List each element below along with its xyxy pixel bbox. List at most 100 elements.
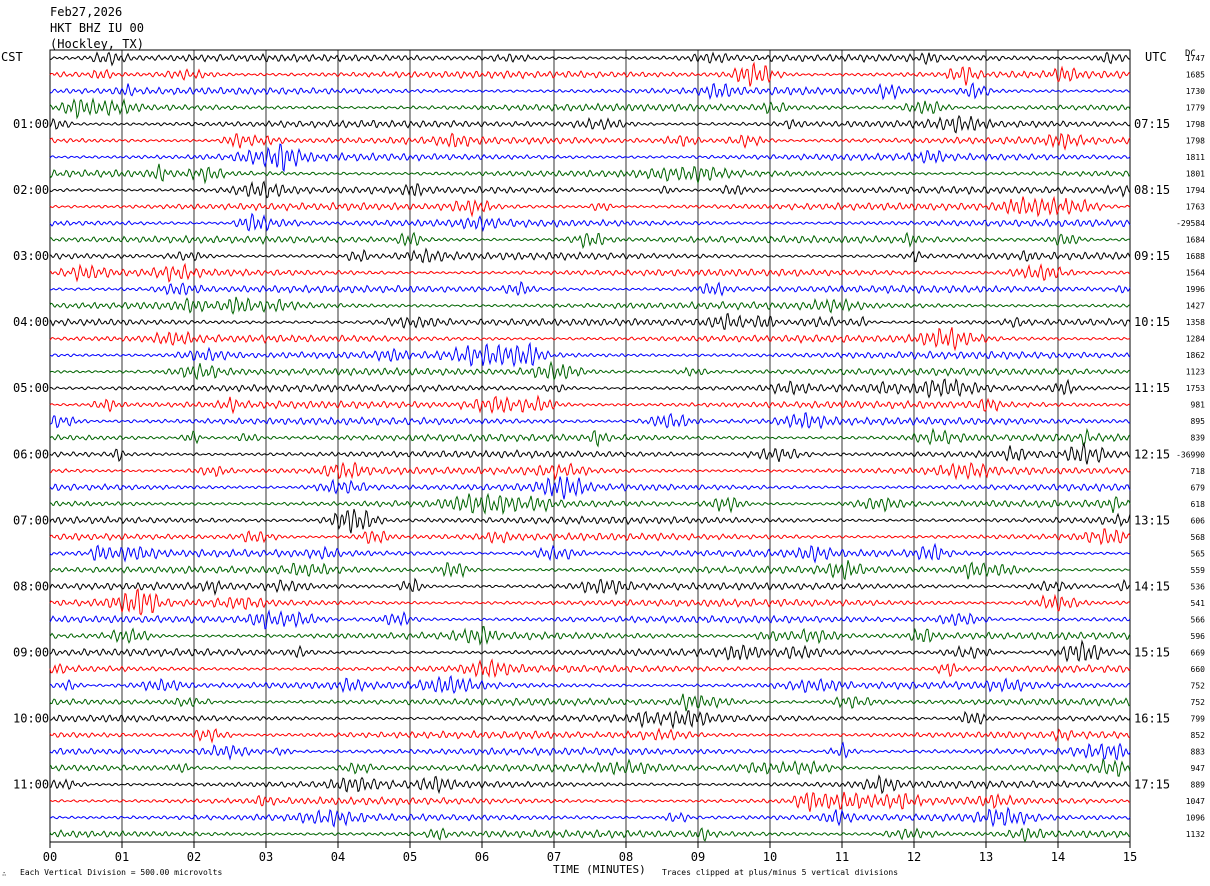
dc-offset-label: 660 (1191, 665, 1206, 674)
dc-offset-label: 1132 (1186, 830, 1205, 839)
dc-offset-label: 1427 (1186, 302, 1205, 311)
seismic-traces (49, 51, 1131, 843)
right-hour-label: 16:15 (1134, 711, 1170, 725)
trace-line (49, 296, 1131, 315)
dc-offset-label: 1730 (1186, 87, 1205, 96)
right-hour-label: 14:15 (1134, 579, 1170, 593)
dc-offset-label: 1284 (1186, 335, 1205, 344)
trace-line (49, 758, 1131, 777)
trace-line (49, 82, 1131, 101)
dc-offset-label: 895 (1191, 417, 1206, 426)
dc-offset-label: 541 (1191, 599, 1206, 608)
right-hour-label: 10:15 (1134, 315, 1170, 329)
vertical-division-note: Each Vertical Division = 500.00 microvol… (20, 868, 223, 877)
dc-offset-label: 1096 (1186, 813, 1205, 822)
trace-line (49, 262, 1131, 283)
dc-offset-label: 799 (1191, 714, 1206, 723)
x-tick-label: 02 (187, 850, 201, 864)
trace-line (49, 806, 1131, 828)
trace-line (49, 394, 1131, 415)
dc-offset-label: 852 (1191, 731, 1206, 740)
dc-offset-label: 568 (1191, 533, 1206, 542)
dc-offset-label: 618 (1191, 500, 1206, 509)
trace-line (49, 195, 1131, 218)
dc-offset-label: 839 (1191, 434, 1206, 443)
dc-offset-label: 679 (1191, 483, 1206, 492)
dc-offset-label: 1996 (1186, 285, 1205, 294)
trace-line (49, 674, 1131, 695)
trace-line (49, 427, 1131, 448)
dc-offset-label: 1685 (1186, 71, 1205, 80)
dc-offset-label: -36990 (1176, 450, 1205, 459)
dc-offset-label: 1747 (1186, 54, 1205, 63)
trace-line (49, 609, 1131, 630)
x-tick-label: 05 (403, 850, 417, 864)
trace-line (49, 61, 1131, 87)
left-hour-label: 02:00 (13, 183, 49, 197)
dc-offset-label: 889 (1191, 780, 1206, 789)
x-tick-label: 15 (1123, 850, 1137, 864)
dc-offset-label: 669 (1191, 648, 1206, 657)
clip-note: Traces clipped at plus/minus 5 vertical … (662, 868, 899, 877)
x-tick-label: 12 (907, 850, 921, 864)
trace-line (49, 247, 1131, 264)
dc-offset-label: 1688 (1186, 252, 1205, 261)
trace-line (49, 710, 1131, 730)
trace-line (49, 774, 1131, 795)
left-hour-label: 06:00 (13, 447, 49, 461)
left-hour-label: 11:00 (13, 777, 49, 791)
trace-line (49, 97, 1131, 120)
dc-offset-label: 1564 (1186, 269, 1205, 278)
dc-offset-label: 536 (1191, 582, 1206, 591)
trace-line (49, 163, 1131, 185)
trace-line (49, 132, 1131, 151)
right-hour-label: 11:15 (1134, 381, 1170, 395)
trace-line (49, 727, 1131, 744)
trace-line (49, 626, 1131, 646)
dc-offset-label: 565 (1191, 549, 1206, 558)
trace-line (49, 341, 1131, 368)
trace-line (49, 51, 1131, 67)
trace-line (49, 693, 1131, 712)
x-tick-label: 11 (835, 850, 849, 864)
right-hour-label: 08:15 (1134, 183, 1170, 197)
dc-offset-label: 883 (1191, 747, 1206, 756)
right-hour-label: 07:15 (1134, 117, 1170, 131)
dc-offset-label: 981 (1191, 401, 1206, 410)
dc-offset-labels: 1747 1685 1730 1779 1798 1798 1811 1801 1794 1763… (1176, 54, 1205, 839)
left-hour-label: 04:00 (13, 315, 49, 329)
dc-offset-label: -29584 (1176, 219, 1205, 228)
x-tick-label: 07 (547, 850, 561, 864)
x-tick-label: 13 (979, 850, 993, 864)
right-hour-label: 15:15 (1134, 645, 1170, 659)
x-axis-title: TIME (MINUTES) (553, 863, 646, 876)
trace-line (49, 658, 1131, 678)
left-hour-label: 01:00 (13, 117, 49, 131)
dc-offset-label: 1123 (1186, 368, 1205, 377)
dc-offset-label: 1811 (1186, 153, 1205, 162)
dc-offset-label: 718 (1191, 467, 1206, 476)
trace-line (49, 114, 1131, 134)
plot-frame (49, 49, 1131, 843)
x-tick-label: 14 (1051, 850, 1065, 864)
station-label: HKT BHZ IU 00 (50, 21, 144, 35)
dc-offset-label: 1779 (1186, 104, 1205, 113)
right-hour-label: 12:15 (1134, 447, 1170, 461)
trace-line (49, 143, 1131, 173)
dc-offset-label: 1798 (1186, 120, 1205, 129)
trace-line (49, 560, 1131, 581)
trace-line (49, 639, 1131, 663)
trace-line (49, 378, 1131, 399)
trace-line (49, 476, 1131, 500)
dc-offset-label: 1763 (1186, 203, 1205, 212)
x-tick-label: 08 (619, 850, 633, 864)
dc-offset-label: 947 (1191, 764, 1206, 773)
x-tick-label: 00 (43, 850, 57, 864)
trace-line (49, 577, 1131, 596)
trace-line (49, 588, 1131, 616)
left-hour-labels: 01:00 02:00 03:00 04:00 05:00 06:00 07:00 08:00… (13, 117, 49, 791)
dc-offset-label: 752 (1191, 698, 1206, 707)
dc-offset-label: 1801 (1186, 170, 1205, 179)
dc-offset-label: 1684 (1186, 236, 1205, 245)
